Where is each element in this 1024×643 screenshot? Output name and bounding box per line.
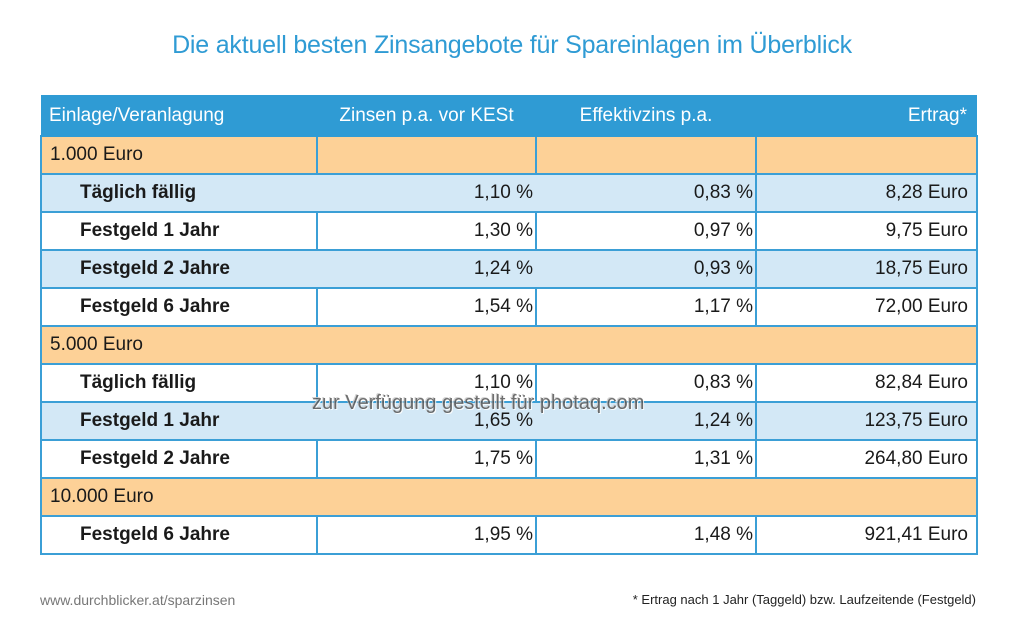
row-name: Täglich fällig xyxy=(40,173,318,213)
group-row-1000: 1.000 Euro xyxy=(40,135,978,175)
interest-rates-table: Einlage/Veranlagung Zinsen p.a. vor KESt… xyxy=(40,95,978,555)
row-zinsen: 1,65 % xyxy=(316,401,537,441)
row-ertrag: 264,80 Euro xyxy=(755,439,978,479)
header-effektivzins: Effektivzins p.a. xyxy=(536,95,756,137)
group-row-5000: 5.000 Euro xyxy=(40,325,978,365)
row-effektiv: 1,48 % xyxy=(535,515,757,555)
group-label: 10.000 Euro xyxy=(40,477,978,517)
table-header-row: Einlage/Veranlagung Zinsen p.a. vor KESt… xyxy=(41,95,977,137)
row-ertrag: 72,00 Euro xyxy=(755,287,978,327)
row-zinsen: 1,24 % xyxy=(316,249,537,289)
group-row-10000: 10.000 Euro xyxy=(40,477,978,517)
footnote: * Ertrag nach 1 Jahr (Taggeld) bzw. Lauf… xyxy=(632,592,976,607)
row-name: Festgeld 6 Jahre xyxy=(40,287,318,327)
row-zinsen: 1,30 % xyxy=(316,211,537,251)
group-label: 1.000 Euro xyxy=(40,135,318,175)
group-label: 5.000 Euro xyxy=(40,325,978,365)
row-name: Festgeld 6 Jahre xyxy=(40,515,318,555)
row-name: Täglich fällig xyxy=(40,363,318,403)
table-row: Täglich fällig 1,10 % 0,83 % 82,84 Euro xyxy=(40,363,978,403)
table-row: Festgeld 2 Jahre 1,75 % 1,31 % 264,80 Eu… xyxy=(40,439,978,479)
table-row: Festgeld 1 Jahr 1,65 % 1,24 % 123,75 Eur… xyxy=(40,401,978,441)
watermark-text: zur Verfügung gestellt für photaq.com xyxy=(312,392,645,414)
row-effektiv: 0,93 % xyxy=(535,249,757,289)
row-zinsen: 1,75 % xyxy=(316,439,537,479)
source-url: www.durchblicker.at/sparzinsen xyxy=(40,592,236,608)
row-ertrag: 9,75 Euro xyxy=(755,211,978,251)
row-ertrag: 8,28 Euro xyxy=(755,173,978,213)
table-row: Festgeld 6 Jahre 1,95 % 1,48 % 921,41 Eu… xyxy=(40,515,978,555)
row-zinsen: 1,10 % xyxy=(316,173,537,213)
table-row: Festgeld 1 Jahr 1,30 % 0,97 % 9,75 Euro xyxy=(40,211,978,251)
header-einlage: Einlage/Veranlagung xyxy=(41,95,317,137)
row-name: Festgeld 1 Jahr xyxy=(40,211,318,251)
page-title: Die aktuell besten Zinsangebote für Spar… xyxy=(172,31,852,59)
row-ertrag: 18,75 Euro xyxy=(755,249,978,289)
row-ertrag: 123,75 Euro xyxy=(755,401,978,441)
row-zinsen: 1,95 % xyxy=(316,515,537,555)
row-effektiv: 0,83 % xyxy=(535,363,757,403)
row-effektiv: 0,83 % xyxy=(535,173,757,213)
row-effektiv: 0,97 % xyxy=(535,211,757,251)
header-ertrag: Ertrag* xyxy=(756,95,977,137)
table-row: Festgeld 6 Jahre 1,54 % 1,17 % 72,00 Eur… xyxy=(40,287,978,327)
table-row: Festgeld 2 Jahre 1,24 % 0,93 % 18,75 Eur… xyxy=(40,249,978,289)
row-ertrag: 82,84 Euro xyxy=(755,363,978,403)
header-zinsen: Zinsen p.a. vor KESt xyxy=(317,95,536,137)
row-effektiv: 1,31 % xyxy=(535,439,757,479)
row-ertrag: 921,41 Euro xyxy=(755,515,978,555)
row-zinsen: 1,10 % xyxy=(316,363,537,403)
row-name: Festgeld 2 Jahre xyxy=(40,249,318,289)
row-name: Festgeld 1 Jahr xyxy=(40,401,318,441)
table-row: Täglich fällig 1,10 % 0,83 % 8,28 Euro xyxy=(40,173,978,213)
row-effektiv: 1,17 % xyxy=(535,287,757,327)
row-effektiv: 1,24 % xyxy=(535,401,757,441)
row-name: Festgeld 2 Jahre xyxy=(40,439,318,479)
row-zinsen: 1,54 % xyxy=(316,287,537,327)
